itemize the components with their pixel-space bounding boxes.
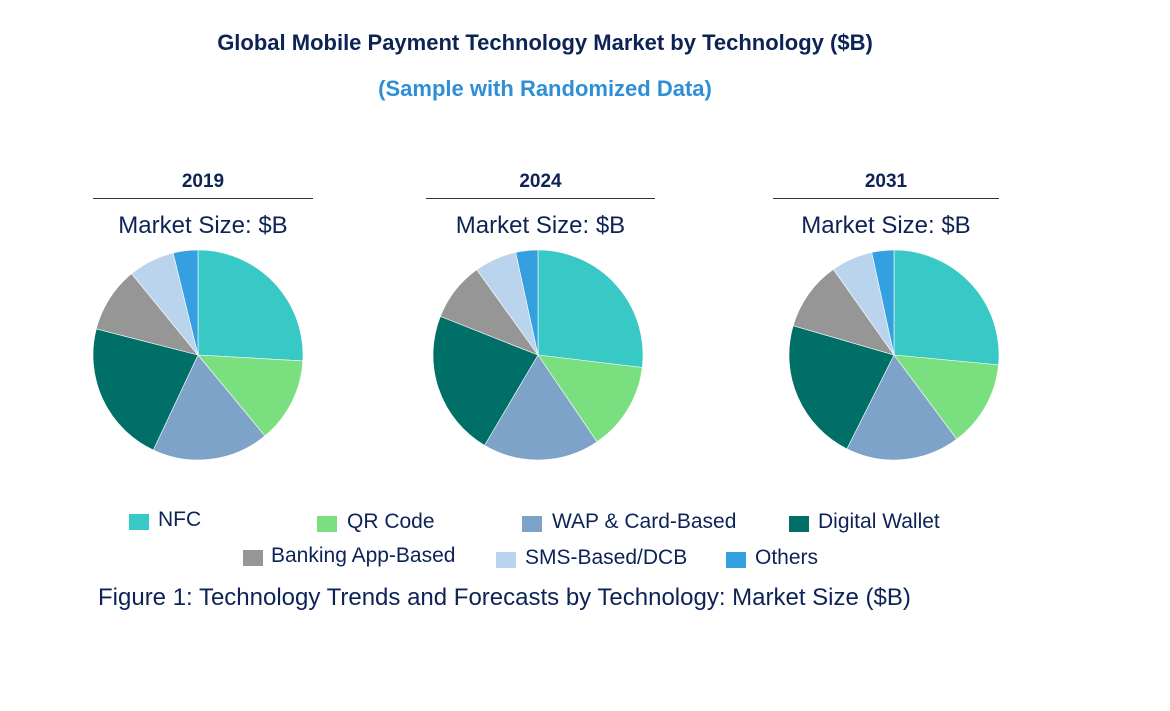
pie-2019-market-size: Market Size: $B xyxy=(118,212,288,239)
legend-label-qr-code: QR Code xyxy=(347,510,435,533)
chart-subtitle: (Sample with Randomized Data) xyxy=(378,76,712,101)
figure-caption: Figure 1: Technology Trends and Forecast… xyxy=(98,584,911,611)
pie-slice-2031-qr-code xyxy=(893,354,999,440)
pie-2031 xyxy=(788,249,1000,461)
pie-2031-year: 2031 xyxy=(864,171,908,192)
pie-slice-2019-wap xyxy=(152,354,266,461)
divider xyxy=(773,198,999,199)
pie-slice-2019-others xyxy=(172,249,199,356)
pie-slice-2024-qr-code xyxy=(537,354,643,443)
legend-swatch-nfc xyxy=(129,514,149,530)
legend-label-nfc: NFC xyxy=(158,508,202,531)
divider xyxy=(426,198,655,199)
pie-2019-year: 2019 xyxy=(181,171,225,192)
pie-slice-2019-qr-code xyxy=(197,354,304,437)
divider xyxy=(93,198,313,199)
pie-slice-2031-banking-app xyxy=(792,268,895,356)
pie-2031-market-size: Market Size: $B xyxy=(801,212,971,239)
legend-label-wap: WAP & Card-Based xyxy=(552,510,737,533)
pie-2024-market-size: Market Size: $B xyxy=(455,212,626,239)
pie-slice-2019-nfc xyxy=(197,249,304,362)
pie-2024 xyxy=(432,249,644,461)
legend-swatch-wap xyxy=(522,516,542,532)
pie-slice-2024-others xyxy=(515,249,539,356)
legend-label-digital-wallet: Digital Wallet xyxy=(818,510,940,533)
legend-swatch-sms xyxy=(496,552,516,568)
legend-label-banking-app: Banking App-Based xyxy=(271,544,456,567)
legend-swatch-banking-app xyxy=(243,550,263,566)
chart-title: Global Mobile Payment Technology Market … xyxy=(217,30,873,55)
pie-slice-2031-wap xyxy=(846,354,958,461)
legend-swatch-digital-wallet xyxy=(789,516,809,532)
legend-label-others: Others xyxy=(755,546,819,569)
pie-2024-year: 2024 xyxy=(519,171,562,192)
pie-slice-2024-digital-wallet xyxy=(432,315,539,446)
pie-slice-2031-digital-wallet xyxy=(788,325,895,450)
pie-slice-2031-others xyxy=(871,249,895,356)
legend-label-sms: SMS-Based/DCB xyxy=(525,546,688,569)
pie-slice-2024-nfc xyxy=(537,249,644,368)
pie-slice-2024-wap xyxy=(484,354,598,461)
pie-slice-2019-digital-wallet xyxy=(92,328,199,451)
legend-swatch-others xyxy=(726,552,746,568)
pie-2019 xyxy=(92,249,304,461)
legend-swatch-qr-code xyxy=(317,516,337,532)
pie-slice-2031-nfc xyxy=(893,249,1000,366)
